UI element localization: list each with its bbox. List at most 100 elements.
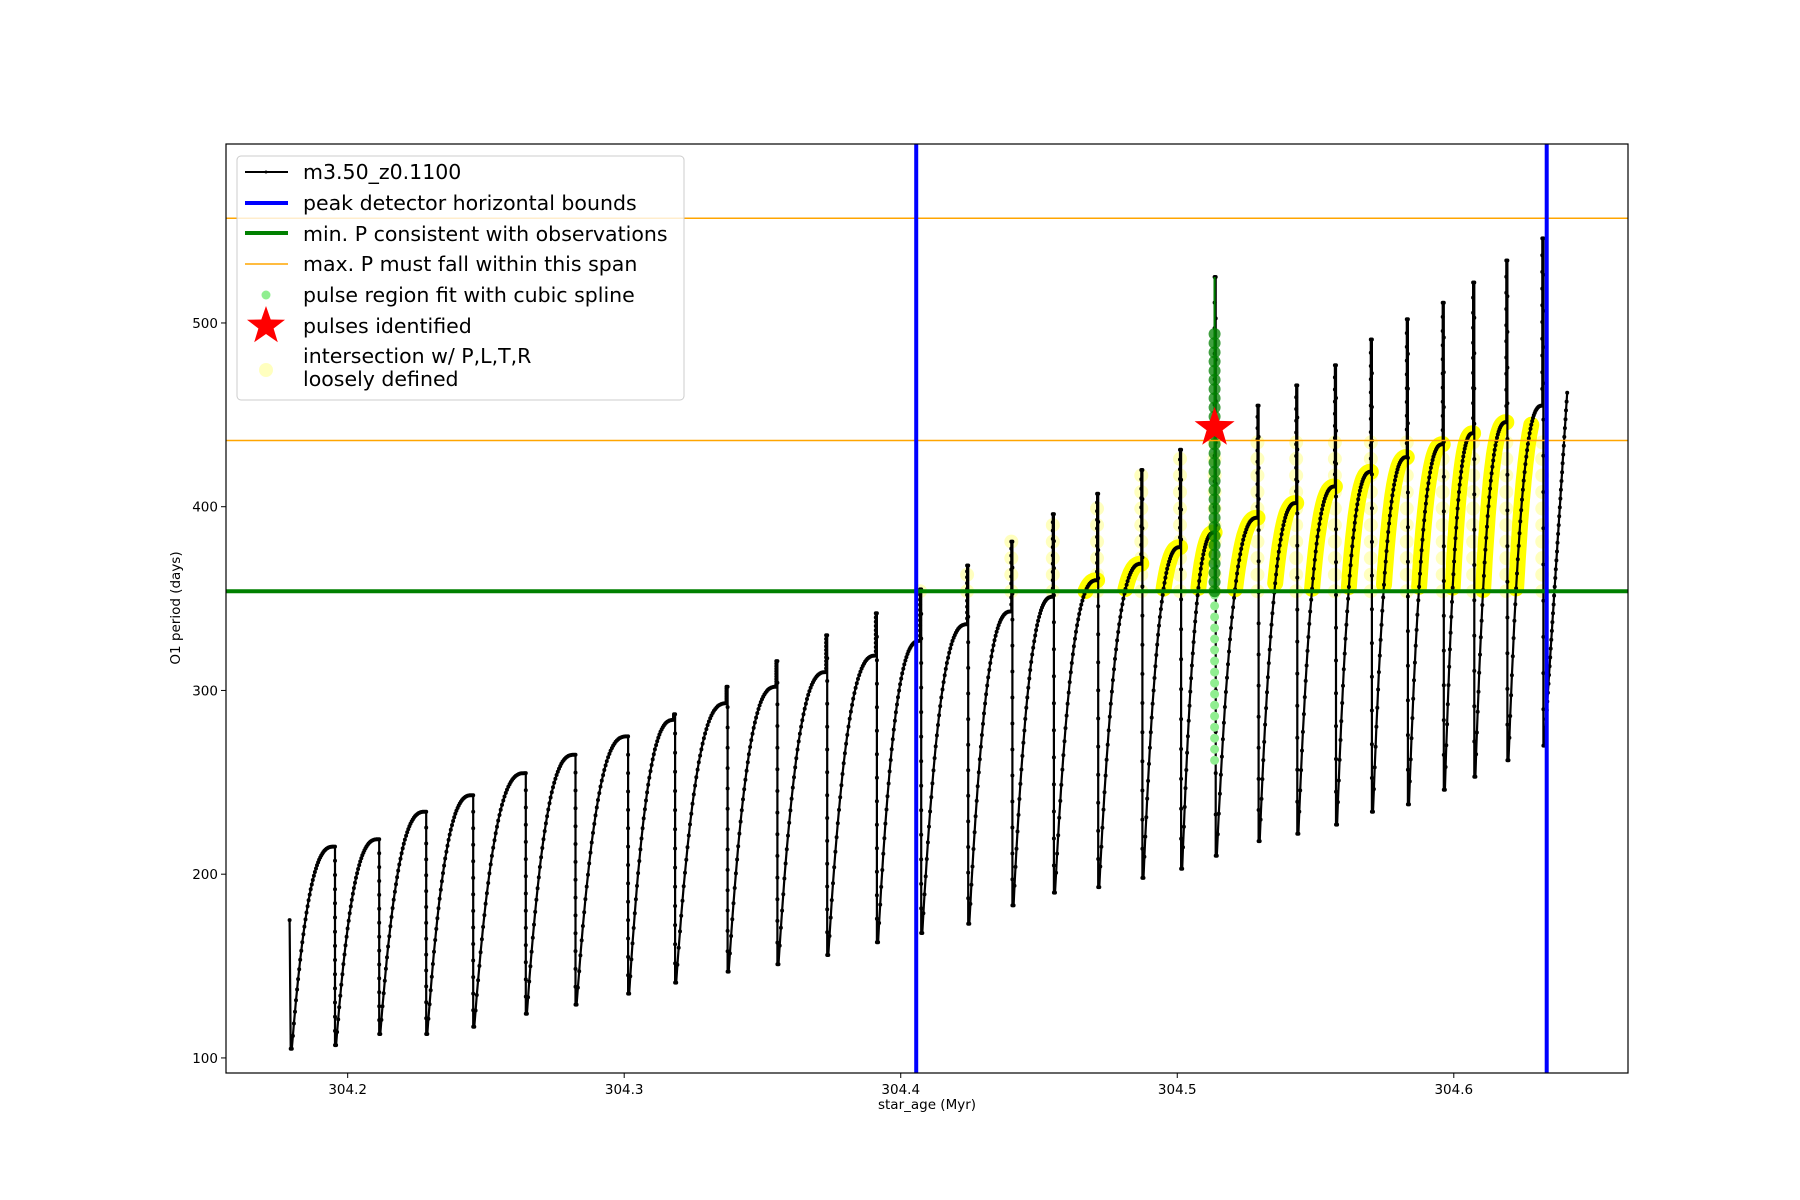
intersection-point (1399, 468, 1414, 483)
intersection-point (1399, 518, 1414, 533)
intersection-point (1289, 518, 1304, 533)
legend-item-max-p: max. P must fall within this span (245, 252, 637, 276)
legend-item-series: m3.50_z0.1100 (245, 160, 461, 185)
spline-point-in-range (1208, 346, 1221, 359)
intersection-point (1466, 567, 1481, 582)
legend-circle-icon (259, 363, 273, 377)
spline-point (1210, 656, 1220, 666)
y-tick-label: 100 (192, 1051, 218, 1067)
spline-point-in-range (1208, 355, 1221, 368)
x-tick-label: 304.5 (1158, 1082, 1197, 1098)
intersection-point (1466, 534, 1481, 549)
spline-point (1210, 722, 1220, 732)
y-tick-label: 300 (192, 683, 218, 699)
spline-point (1210, 667, 1220, 677)
intersection-point (1289, 534, 1304, 549)
spline-point-in-range (1208, 493, 1221, 506)
identified-pulse-star (1194, 406, 1235, 445)
spline-point (1210, 678, 1220, 688)
spline-point (1210, 700, 1220, 710)
legend-item-min-p: min. P consistent with observations (245, 222, 668, 246)
intersection-point (1327, 501, 1342, 516)
x-axis: 304.2 304.3 304.4 304.5 304.6 (328, 1073, 1473, 1098)
intersection-point (1289, 551, 1304, 566)
legend-label: intersection w/ P,L,T,R (303, 344, 531, 368)
spline-point-in-range (1208, 447, 1221, 460)
intersection-point (1399, 551, 1414, 566)
spline-point-in-range (1208, 484, 1221, 497)
spline-point (1210, 744, 1220, 754)
legend-label: pulses identified (303, 314, 472, 338)
legend-item-spline: pulse region fit with cubic spline (261, 283, 635, 307)
spline-point-in-range (1208, 456, 1221, 469)
spline-point-in-range (1208, 392, 1221, 405)
spline-point-in-range (1208, 530, 1221, 543)
intersection-point (1399, 501, 1414, 516)
x-tick-label: 304.3 (605, 1082, 644, 1098)
spline-point (1210, 601, 1220, 611)
intersection-point (1399, 534, 1414, 549)
intersection-point (1466, 501, 1481, 516)
spline-point-in-range (1208, 520, 1221, 533)
spline-point (1210, 634, 1220, 644)
spline-point (1210, 612, 1220, 622)
legend: m3.50_z0.1100 peak detector horizontal b… (236, 155, 685, 401)
x-tick-label: 304.2 (328, 1082, 367, 1098)
spline-point (1210, 755, 1220, 765)
spline-point (1210, 623, 1220, 633)
legend-item-pulses: pulses identified (247, 306, 472, 343)
spline-point-in-range (1208, 373, 1221, 386)
intersection-point (1327, 534, 1342, 549)
intersection-point (1250, 518, 1265, 533)
legend-marker-icon (264, 170, 268, 174)
legend-item-intersection: intersection w/ P,L,T,R loosely defined (259, 344, 531, 391)
intersection-point (1327, 518, 1342, 533)
spline-point-in-range (1208, 548, 1221, 561)
intersection-point (1466, 485, 1481, 500)
spline-point-in-range (1208, 337, 1221, 350)
spline-point-in-range (1208, 566, 1221, 579)
intersection-point (1289, 567, 1304, 582)
spline-point-in-range (1208, 364, 1221, 377)
y-tick-label: 400 (192, 500, 218, 516)
spline-point-in-range (1208, 502, 1221, 515)
spline-point (1210, 711, 1220, 721)
intersection-point (1327, 567, 1342, 582)
x-tick-label: 304.6 (1434, 1082, 1473, 1098)
legend-label: peak detector horizontal bounds (303, 191, 637, 215)
spline-point (1210, 733, 1220, 743)
y-tick-label: 500 (192, 316, 218, 332)
legend-label: pulse region fit with cubic spline (303, 283, 635, 307)
legend-dot-icon (261, 290, 271, 300)
legend-label: min. P consistent with observations (303, 222, 668, 246)
intersection-point (1466, 551, 1481, 566)
star-icon (247, 306, 285, 343)
spline-point-in-range (1208, 576, 1221, 589)
legend-label: max. P must fall within this span (303, 252, 637, 276)
x-axis-label: star_age (Myr) (878, 1097, 976, 1113)
intersection-point (1399, 567, 1414, 582)
intersection-point (1466, 468, 1481, 483)
legend-box (236, 155, 685, 401)
spline-point (1210, 645, 1220, 655)
intersection-point (1466, 518, 1481, 533)
x-tick-label: 304.4 (881, 1082, 920, 1098)
axes-frame (225, 143, 1629, 1074)
intersection-point (1250, 551, 1265, 566)
spline-point-in-range (1208, 557, 1221, 570)
plot-content (226, 144, 1628, 1073)
intersection-point (1250, 567, 1265, 582)
spline-point-in-range (1208, 511, 1221, 524)
spline-point-in-range (1208, 474, 1221, 487)
plot-area (226, 144, 1628, 1073)
y-tick-label: 200 (192, 867, 218, 883)
intersection-point (1250, 534, 1265, 549)
legend-item-bounds: peak detector horizontal bounds (245, 191, 637, 215)
y-axis: 100 200 300 400 500 (192, 316, 226, 1067)
spline-point (1210, 689, 1220, 699)
spline-point-in-range (1208, 539, 1221, 552)
legend-label: m3.50_z0.1100 (303, 160, 461, 185)
spline-point-in-range (1208, 383, 1221, 396)
y-axis-label: O1 period (days) (168, 551, 184, 664)
